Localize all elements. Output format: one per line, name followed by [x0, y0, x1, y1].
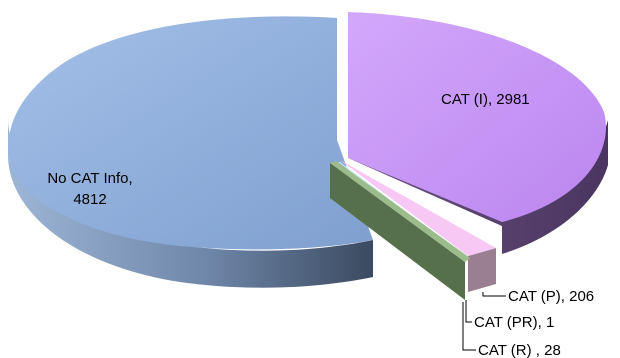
slice-cat-i	[348, 12, 608, 254]
leader-cat-pr	[465, 300, 472, 323]
label-no-cat-info-line1: No CAT Info,	[47, 170, 132, 187]
slice-no-cat-info	[8, 16, 374, 288]
label-cat-pr: CAT (PR), 1	[474, 314, 554, 331]
slice-cat-r	[330, 161, 470, 300]
slice-cat-p-top	[340, 160, 496, 256]
slice-cat-i-side	[348, 120, 608, 254]
slice-cat-r-top	[330, 161, 470, 262]
slice-cat-p-side	[468, 248, 496, 292]
leader-cat-r	[462, 302, 476, 351]
slice-no-cat-info-side	[8, 118, 373, 288]
label-no-cat-info-line2: 4812	[73, 191, 106, 208]
leader-cat-p	[482, 292, 506, 297]
label-cat-p: CAT (P), 206	[508, 288, 594, 305]
slice-cat-i-top	[348, 12, 606, 222]
slice-no-cat-info-top	[8, 16, 374, 250]
label-cat-i: CAT (I), 2981	[441, 91, 530, 108]
slice-cat-r-side	[330, 163, 465, 300]
label-cat-r: CAT (R) , 28	[478, 342, 561, 358]
slice-cat-p	[340, 160, 496, 292]
